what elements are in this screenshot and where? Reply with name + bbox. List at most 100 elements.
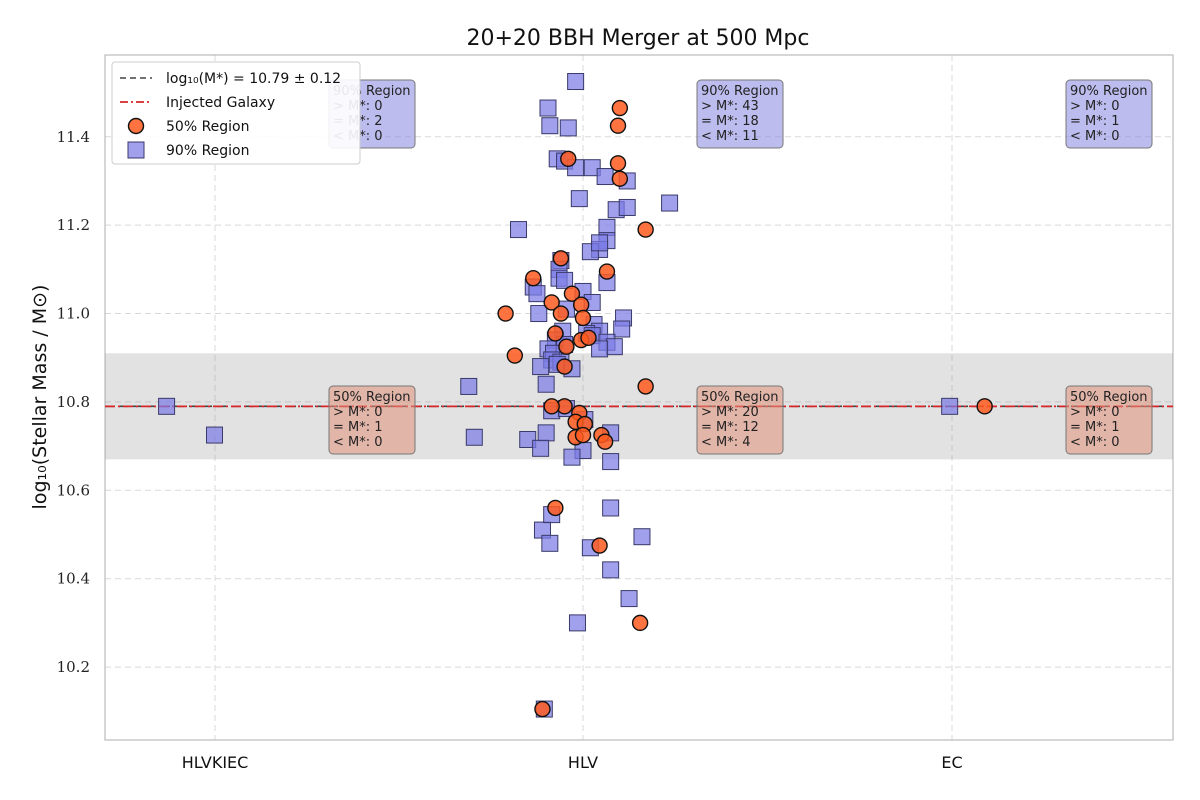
point-90-region	[618, 198, 636, 216]
point-50-region	[547, 325, 564, 342]
legend-90-label: 90% Region	[166, 143, 250, 159]
point-90-region	[541, 117, 559, 135]
annotation-text: > M*: 43	[701, 99, 759, 114]
annotation-text: = M*: 18	[701, 114, 759, 129]
point-90-region	[537, 375, 555, 393]
point-50-region	[534, 700, 551, 718]
point-50-region	[637, 378, 654, 395]
point-90-region	[206, 426, 223, 444]
point-50-region	[598, 263, 616, 280]
legend-90-swatch	[127, 141, 145, 159]
point-90-region	[563, 448, 581, 466]
annotation-text: < M*: 4	[701, 435, 751, 450]
point-90-region	[541, 534, 559, 552]
point-50-region	[580, 329, 597, 347]
chart-title: 20+20 BBH Merger at 500 Mpc	[467, 26, 810, 51]
annotation-box-bg	[696, 385, 784, 455]
annotation-box: 50% Region> M*: 20= M*: 12< M*: 4	[696, 385, 784, 455]
point-50-region	[631, 614, 649, 632]
annotation-text: > M*: 20	[701, 405, 759, 420]
point-90-region	[567, 73, 585, 91]
y-tick-label: 10.4	[57, 570, 90, 588]
annotation-text: > M*: 0	[1070, 99, 1120, 114]
y-tick-label: 11.2	[57, 216, 90, 234]
annotation-box: 50% Region> M*: 0= M*: 1< M*: 0	[328, 385, 416, 455]
point-90-region	[941, 397, 959, 415]
point-90-region	[532, 439, 550, 457]
point-90-region	[530, 305, 548, 323]
annotation-text: = M*: 1	[333, 420, 383, 435]
point-90-region	[532, 358, 550, 376]
point-90-region	[556, 271, 574, 289]
point-50-region	[572, 296, 590, 313]
point-50-region	[563, 285, 581, 302]
point-50-region	[552, 305, 570, 322]
annotation-text: < M*: 0	[333, 435, 383, 450]
grid	[105, 55, 1173, 740]
annotation-box: 90% Region> M*: 0= M*: 1< M*: 0	[1065, 79, 1153, 149]
legend-mean-label: log₁₀(M*) = 10.79 ± 0.12	[166, 71, 341, 87]
y-tick-label: 10.6	[57, 481, 90, 499]
annotation-box-bg	[1065, 385, 1153, 455]
point-90-region	[519, 430, 537, 448]
point-50-region	[574, 426, 592, 444]
point-90-region	[620, 590, 638, 608]
point-50-region	[552, 250, 570, 267]
annotation-box-bg	[328, 385, 416, 455]
plot-frame	[104, 54, 1174, 741]
point-50-region	[596, 433, 614, 450]
annotation-text: < M*: 0	[1070, 435, 1120, 450]
annotation-box: 50% Region> M*: 0= M*: 1< M*: 0	[1065, 385, 1153, 455]
y-axis-label: log₁₀(Stellar Mass / M⊙)	[29, 285, 51, 510]
point-90-region	[602, 453, 620, 471]
point-90-region	[465, 428, 483, 446]
annotation-text: > M*: 0	[333, 405, 383, 420]
y-tick-label: 11.0	[57, 305, 90, 323]
point-90-region	[158, 397, 176, 415]
point-90-region	[583, 159, 601, 177]
point-90-region	[602, 561, 620, 579]
legend-box	[111, 61, 361, 165]
annotation-text: 50% Region	[1070, 390, 1148, 405]
point-50-region	[611, 99, 629, 117]
point-50-region	[976, 398, 993, 415]
point-90-region	[510, 221, 528, 239]
point-50-region	[609, 117, 627, 134]
point-50-region	[591, 537, 608, 554]
point-90-region	[591, 340, 609, 358]
point-90-region	[596, 168, 614, 186]
x-tick-label: EC	[941, 753, 962, 772]
point-90-region	[591, 234, 609, 252]
axes: 10.2 10.4 10.6 10.8 11.0 11.2 11.4 HLVKIEC HLV EC	[57, 128, 963, 772]
scatter-points	[158, 73, 993, 718]
annotation-text: 50% Region	[701, 390, 779, 405]
legend: log₁₀(M*) = 10.79 ± 0.12 Injected Galaxy 5…	[111, 61, 361, 165]
annotation-text: 50% Region	[333, 390, 411, 405]
legend-injected-label: Injected Galaxy	[166, 95, 275, 111]
annotation-text: = M*: 1	[1070, 114, 1120, 129]
y-tick-label: 11.4	[57, 128, 90, 146]
point-90-region	[559, 119, 577, 137]
point-90-region	[568, 614, 586, 632]
point-90-region	[613, 320, 631, 338]
annotation-text: < M*: 0	[1070, 129, 1120, 144]
point-50-region	[611, 170, 629, 187]
point-90-region	[605, 338, 623, 356]
annotation-box-bg	[696, 79, 784, 149]
point-50-region	[497, 305, 514, 322]
annotation-text: = M*: 1	[1070, 420, 1120, 435]
point-50-region	[556, 358, 573, 375]
annotation-text: < M*: 11	[701, 129, 759, 144]
point-50-region	[547, 499, 564, 517]
point-50-region	[543, 398, 560, 415]
y-tick-label: 10.2	[57, 658, 90, 676]
annotation-box: 90% Region> M*: 43= M*: 18< M*: 11	[696, 79, 784, 149]
point-50-region	[506, 347, 524, 364]
legend-50-swatch	[127, 117, 145, 135]
point-50-region	[525, 269, 542, 287]
point-90-region	[528, 285, 546, 303]
point-90-region	[570, 190, 588, 208]
point-90-region	[602, 499, 620, 517]
annotation-text: > M*: 0	[1070, 405, 1120, 420]
